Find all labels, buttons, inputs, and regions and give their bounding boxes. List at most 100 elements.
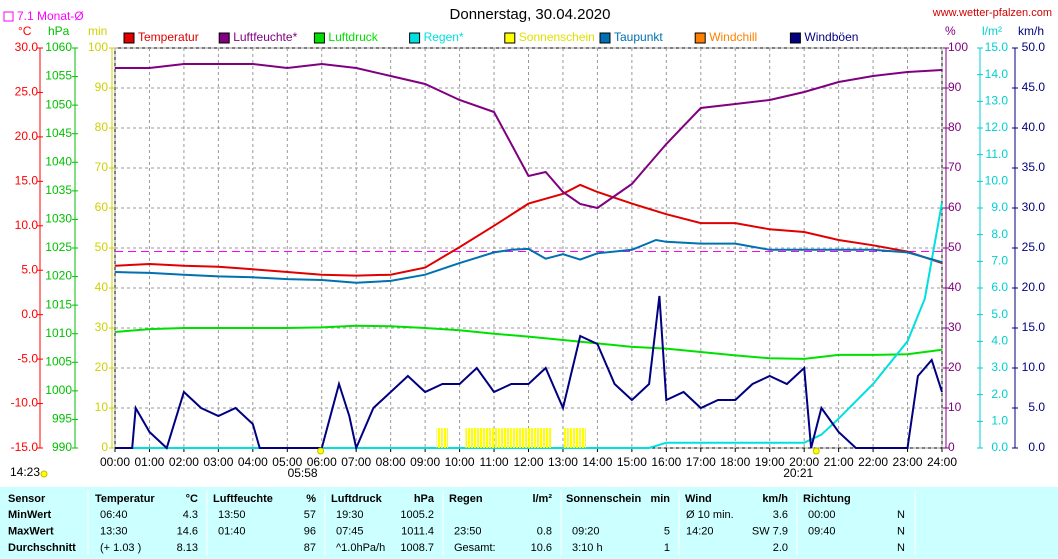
legend-swatch — [123, 32, 135, 44]
legend-label: Windböen — [804, 30, 858, 44]
x-tick-label: 01:00 — [134, 455, 164, 469]
y-tick-label: 90 — [95, 80, 109, 94]
table-cell: N — [897, 542, 905, 554]
sunshine-bar — [476, 428, 483, 448]
y-tick-label: 0.0 — [991, 440, 1008, 454]
y-tick-label: 6.0 — [991, 280, 1008, 294]
x-tick-label: 07:00 — [341, 455, 371, 469]
y-tick-label: 1000 — [45, 383, 72, 397]
y-tick-label: 990 — [52, 440, 72, 454]
y-tick-label: 1040 — [45, 154, 72, 168]
y-tick-label: 0.0 — [1028, 440, 1045, 454]
y-tick-label: 10.0 — [985, 174, 1009, 188]
y-tick-label: 1030 — [45, 212, 72, 226]
y-tick-label: 0.0 — [21, 307, 38, 321]
sunshine-bar — [574, 428, 581, 448]
y-tick-label: 995 — [52, 412, 72, 426]
table-cell: 09:20 — [572, 525, 600, 537]
table-header: hPa — [414, 493, 435, 505]
y-tick-label: 100 — [88, 40, 108, 54]
y-tick-label: 70 — [95, 160, 109, 174]
table-header: l/m² — [532, 493, 552, 505]
table-header: Luftdruck — [331, 493, 383, 505]
legend-swatch — [599, 32, 611, 44]
y-tick-label: 10.0 — [1022, 360, 1046, 374]
table-cell: 3.6 — [773, 509, 788, 521]
legend-swatch — [313, 32, 325, 44]
y-tick-label: 1025 — [45, 240, 72, 254]
y-tick-label: 0 — [948, 440, 955, 454]
table-header: Wind — [685, 493, 712, 505]
table-cell: 57 — [304, 509, 316, 521]
y-tick-label: 1055 — [45, 69, 72, 83]
series-line — [114, 238, 943, 284]
table-cell: 5 — [664, 525, 670, 537]
legend-label: Luftdruck — [328, 30, 378, 44]
sunshine-bar — [470, 428, 477, 448]
y-tick-label: 20.0 — [15, 129, 39, 143]
y-tick-label: 1060 — [45, 40, 72, 54]
sunshine-bar — [482, 428, 489, 448]
y-tick-label: 15.0 — [15, 174, 39, 188]
sunshine-bar — [499, 428, 506, 448]
x-tick-label: 18:00 — [720, 455, 750, 469]
sunshine-bar — [545, 428, 552, 448]
y-tick-label: 30.0 — [15, 40, 39, 54]
x-tick-label: 02:00 — [169, 455, 199, 469]
table-cell: 3:10 h — [572, 542, 603, 554]
axis-label: % — [945, 24, 956, 38]
table-header: Temperatur — [95, 493, 155, 505]
y-tick-label: 60 — [95, 200, 109, 214]
y-tick-label: 1050 — [45, 97, 72, 111]
x-tick-label: 09:00 — [410, 455, 440, 469]
table-cell: 01:40 — [218, 525, 246, 537]
table-cell: 1008.7 — [400, 542, 434, 554]
y-tick-label: 1035 — [45, 183, 72, 197]
y-tick-label: 13.0 — [985, 94, 1009, 108]
sunshine-bar — [494, 428, 500, 448]
table-header: % — [306, 493, 316, 505]
x-tick-label: 10:00 — [445, 455, 475, 469]
legend-label: Windchill — [709, 30, 757, 44]
y-tick-label: 70 — [948, 160, 962, 174]
table-cell: 23:50 — [454, 525, 482, 537]
x-tick-label: 20:00 — [789, 455, 819, 469]
table-cell: 87 — [304, 542, 316, 554]
current-time-icon — [40, 470, 48, 478]
y-tick-label: 25.0 — [15, 85, 39, 99]
x-tick-label: 11:00 — [479, 455, 508, 469]
table-cell: 14:20 — [686, 525, 714, 537]
table-cell: 0.8 — [537, 525, 552, 537]
table-cell: Gesamt: — [454, 542, 496, 554]
y-tick-label: 80 — [948, 120, 962, 134]
x-tick-label: 24:00 — [927, 455, 957, 469]
current-time: 14:23 — [10, 465, 40, 479]
x-tick-label: 03:00 — [203, 455, 233, 469]
sun-event-icon — [812, 447, 820, 455]
y-tick-label: 8.0 — [991, 227, 1008, 241]
x-tick-label: 12:00 — [513, 455, 543, 469]
chart-title: Donnerstag, 30.04.2020 — [450, 6, 611, 23]
y-tick-label: 15.0 — [1022, 320, 1046, 334]
x-tick-label: 21:00 — [824, 455, 854, 469]
table-cell: 14.6 — [177, 525, 198, 537]
y-tick-label: 80 — [95, 120, 109, 134]
table-row-label: Durchschnitt — [8, 542, 76, 554]
table-cell: 00:00 — [808, 509, 836, 521]
sunshine-bar — [539, 428, 546, 448]
monthly-average-swatch — [3, 11, 14, 22]
y-tick-label: 100 — [948, 40, 968, 54]
legend-label: Regen* — [424, 30, 464, 44]
sunshine-bar — [562, 428, 569, 448]
legend-swatch — [218, 32, 230, 44]
x-tick-label: 00:00 — [100, 455, 130, 469]
table-row-label: MinWert — [8, 509, 52, 521]
x-tick-label: 05:00 — [272, 455, 302, 469]
table-header: °C — [186, 493, 198, 505]
legend-label: Temperatur — [138, 30, 199, 44]
y-tick-label: 10.0 — [15, 218, 39, 232]
y-tick-label: 1020 — [45, 269, 72, 283]
y-tick-label: 30 — [95, 320, 109, 334]
table-header: Sensor — [8, 493, 46, 505]
